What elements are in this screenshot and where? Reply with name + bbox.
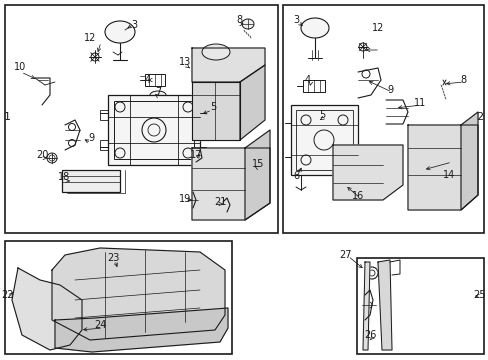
Polygon shape — [52, 248, 224, 340]
Bar — [356, 258, 483, 354]
Text: 3: 3 — [292, 15, 299, 25]
Text: 9: 9 — [386, 85, 392, 95]
Polygon shape — [362, 262, 369, 350]
Text: 3: 3 — [131, 20, 137, 30]
Polygon shape — [55, 308, 227, 352]
Text: 12: 12 — [371, 23, 384, 33]
Ellipse shape — [242, 19, 253, 29]
Text: 6: 6 — [292, 171, 299, 181]
Text: 5: 5 — [318, 110, 325, 120]
Text: 5: 5 — [209, 102, 216, 112]
Text: 10: 10 — [14, 62, 26, 72]
Text: 25: 25 — [473, 290, 485, 300]
Text: 16: 16 — [351, 191, 364, 201]
Bar — [100, 110, 108, 120]
Ellipse shape — [105, 21, 135, 43]
Text: 24: 24 — [94, 320, 106, 330]
Text: 17: 17 — [189, 150, 202, 160]
Text: 12: 12 — [83, 33, 96, 43]
Bar — [145, 74, 164, 86]
Bar — [108, 95, 200, 165]
Ellipse shape — [150, 91, 165, 99]
Text: 19: 19 — [179, 194, 191, 204]
Polygon shape — [460, 112, 477, 210]
Text: 22: 22 — [2, 290, 14, 300]
Text: 7: 7 — [155, 87, 161, 97]
Text: 23: 23 — [106, 253, 119, 263]
Bar — [62, 170, 120, 192]
Polygon shape — [244, 130, 269, 220]
Text: 27: 27 — [338, 250, 350, 260]
Polygon shape — [377, 260, 391, 350]
Text: 8: 8 — [235, 15, 242, 25]
Text: 14: 14 — [442, 170, 454, 180]
Text: 8: 8 — [459, 75, 465, 85]
Text: 4: 4 — [144, 75, 151, 85]
Polygon shape — [192, 148, 269, 220]
Bar — [100, 140, 108, 150]
Text: 2: 2 — [475, 112, 483, 122]
Bar — [283, 5, 483, 233]
Bar — [295, 110, 352, 170]
Ellipse shape — [202, 44, 229, 60]
Bar — [114, 101, 194, 159]
Text: 21: 21 — [213, 197, 226, 207]
Text: 13: 13 — [179, 57, 191, 67]
Bar — [303, 80, 325, 92]
Text: 9: 9 — [88, 133, 94, 143]
Text: 18: 18 — [58, 172, 70, 182]
Text: 11: 11 — [413, 98, 425, 108]
Polygon shape — [192, 82, 240, 140]
Text: 20: 20 — [36, 150, 48, 160]
Bar — [5, 5, 278, 233]
Ellipse shape — [301, 18, 328, 38]
Polygon shape — [240, 65, 264, 140]
Text: 15: 15 — [251, 159, 264, 169]
Polygon shape — [407, 125, 477, 210]
Polygon shape — [12, 268, 82, 350]
Text: 26: 26 — [363, 330, 375, 340]
Text: 4: 4 — [305, 75, 310, 85]
Bar — [290, 105, 357, 175]
Polygon shape — [192, 48, 264, 82]
Bar — [5, 241, 231, 354]
Polygon shape — [332, 145, 402, 200]
Text: 1: 1 — [3, 112, 10, 122]
